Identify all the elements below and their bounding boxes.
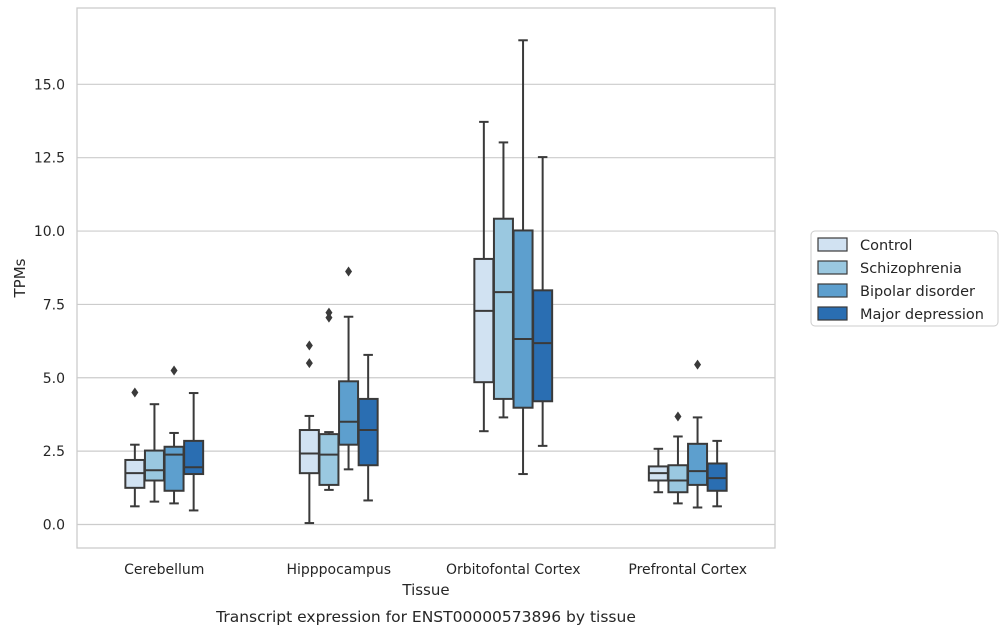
box-iqr xyxy=(532,289,554,403)
x-tick-label: Hipppocampus xyxy=(286,562,391,578)
box-major-depression xyxy=(183,392,205,512)
box-iqr xyxy=(512,229,534,409)
box-iqr xyxy=(143,449,165,482)
outlier-point xyxy=(325,307,333,318)
box-major-depression xyxy=(357,353,379,502)
box-major-depression xyxy=(706,439,728,508)
box-iqr xyxy=(706,462,728,492)
y-tick-label: 2.5 xyxy=(43,444,65,460)
box-iqr xyxy=(357,397,379,467)
box-major-depression xyxy=(532,156,554,447)
y-tick-label: 12.5 xyxy=(34,151,65,167)
box-control xyxy=(473,120,495,433)
legend-swatch xyxy=(817,237,848,252)
chart-caption: Transcript expression for ENST0000057389… xyxy=(215,608,636,626)
plot-area xyxy=(124,39,728,525)
x-tick-label: Cerebellum xyxy=(124,562,204,578)
box-iqr xyxy=(667,464,689,494)
box-iqr xyxy=(338,380,360,446)
box-bipolar-disorder xyxy=(163,365,185,505)
box-control xyxy=(124,387,146,508)
y-tick-label: 5.0 xyxy=(43,371,65,387)
box-iqr xyxy=(298,429,320,475)
y-tick-label: 7.5 xyxy=(43,297,65,313)
outlier-point xyxy=(674,411,682,422)
legend-swatch xyxy=(817,306,848,321)
outlier-point xyxy=(305,340,313,351)
box-iqr xyxy=(318,433,340,486)
legend-swatch xyxy=(817,283,848,298)
legend-label: Major depression xyxy=(860,307,984,323)
box-schizophrenia xyxy=(143,403,165,503)
y-tick-label: 0.0 xyxy=(43,518,65,534)
box-iqr xyxy=(687,442,709,486)
legend-label: Schizophrenia xyxy=(860,261,962,277)
box-schizophrenia xyxy=(667,411,689,505)
x-axis-label: Tissue xyxy=(401,581,449,599)
box-control xyxy=(298,340,320,525)
y-tick-label: 10.0 xyxy=(34,224,65,240)
outlier-point xyxy=(170,365,178,376)
outlier-point xyxy=(345,266,353,277)
y-tick-labels: 0.0 2.5 5.0 7.5 10.0 12.5 15.0 xyxy=(34,77,65,533)
legend-frame xyxy=(810,230,999,327)
box-bipolar-disorder xyxy=(512,39,534,476)
legend-label: Bipolar disorder xyxy=(860,284,975,300)
box-control xyxy=(647,447,669,494)
box-bipolar-disorder xyxy=(687,359,709,509)
box-schizophrenia xyxy=(492,141,514,419)
legend-label: Control xyxy=(860,238,912,254)
box-iqr xyxy=(492,217,514,400)
y-axis-label: TPMs xyxy=(11,258,29,298)
outlier-point xyxy=(694,359,702,370)
outlier-point xyxy=(305,358,313,369)
x-tick-label: Orbitofontal Cortex xyxy=(446,562,581,578)
box-schizophrenia xyxy=(318,307,340,491)
box-iqr xyxy=(183,439,205,476)
legend-swatch xyxy=(817,260,848,275)
x-tick-labels: Cerebellum Hipppocampus Orbitofontal Corte… xyxy=(124,562,747,578)
box-bipolar-disorder xyxy=(338,266,360,471)
y-tick-label: 15.0 xyxy=(34,77,65,93)
plot-frame xyxy=(76,7,776,549)
box-iqr xyxy=(473,257,495,384)
x-tick-label: Prefrontal Cortex xyxy=(628,562,747,578)
outlier-point xyxy=(131,387,139,398)
legend: Control Schizophrenia Bipolar disorder Majo… xyxy=(810,230,999,327)
box-iqr xyxy=(163,445,185,492)
